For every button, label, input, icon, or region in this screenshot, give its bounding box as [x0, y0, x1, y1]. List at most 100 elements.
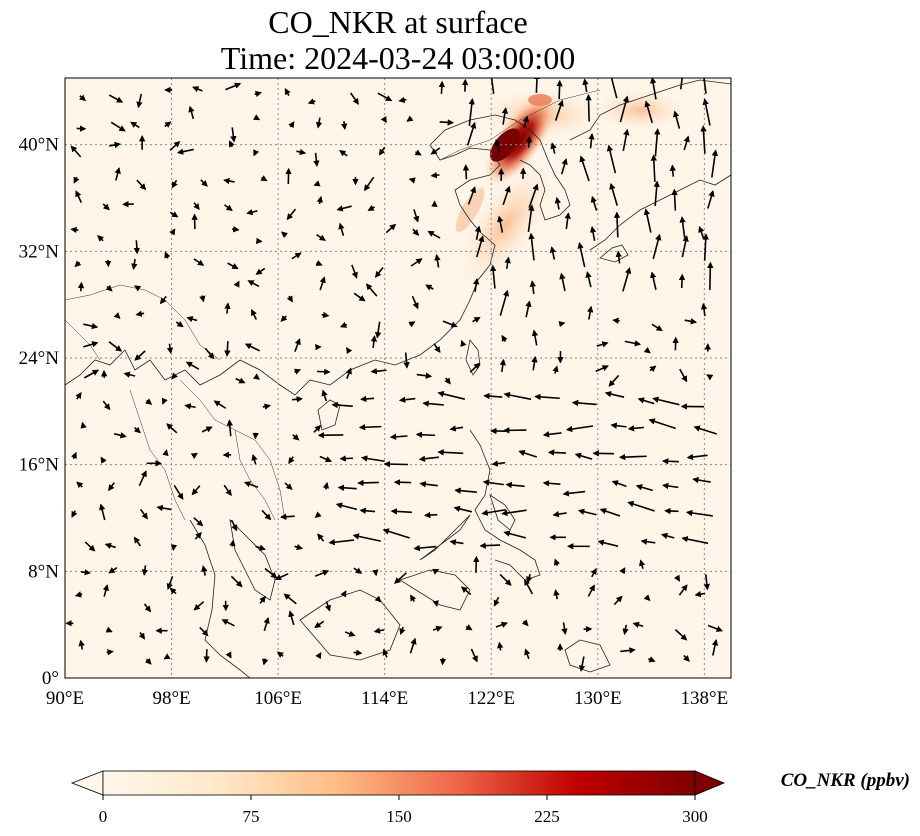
wind-arrow — [599, 508, 621, 517]
wind-arrow — [556, 79, 563, 100]
wind-arrow — [462, 164, 470, 180]
wind-arrow — [351, 264, 358, 279]
wind-arrow — [260, 175, 268, 182]
wind-arrow — [70, 451, 77, 460]
wind-arrow — [651, 323, 663, 332]
wind-arrow — [169, 587, 177, 595]
wind-arrow — [504, 256, 511, 269]
lat-tick-label: 16°N — [19, 455, 60, 476]
lon-tick-label: 90°E — [46, 688, 84, 709]
wind-arrow — [134, 285, 142, 292]
wind-arrow — [482, 479, 504, 486]
wind-arrow — [108, 341, 123, 352]
wind-arrow — [542, 480, 561, 487]
colorbar-tick-label: 75 — [243, 807, 260, 826]
wind-arrow — [525, 135, 533, 148]
wind-arrow — [473, 277, 480, 292]
wind-arrow — [357, 479, 379, 487]
wind-arrow — [707, 624, 723, 632]
wind-arrow — [495, 621, 508, 628]
wind-arrow — [528, 183, 539, 208]
wind-arrow — [133, 240, 141, 255]
wind-arrow — [390, 508, 412, 515]
wind-arrow — [193, 601, 205, 611]
wind-arrow — [139, 508, 148, 520]
wind-arrow — [264, 567, 278, 579]
wind-arrow — [164, 121, 172, 128]
wind-arrow — [692, 476, 711, 484]
colorbar-tick-label: 225 — [534, 807, 560, 826]
wind-arrow — [673, 110, 681, 129]
wind-arrow — [353, 292, 366, 302]
wind-arrow — [425, 284, 434, 291]
wind-arrow — [499, 573, 512, 586]
wind-arrow — [315, 260, 323, 266]
wind-arrow — [711, 149, 719, 178]
wind-arrow — [678, 78, 686, 90]
latitude-labels: 0° 8°N 16°N 24°N 32°N 40°N — [19, 135, 60, 689]
wind-arrow — [288, 610, 295, 626]
wind-arrow — [360, 455, 385, 463]
wind-arrow — [284, 87, 291, 96]
wind-arrow — [186, 316, 198, 323]
wind-arrow — [578, 656, 586, 672]
wind-arrow — [331, 401, 353, 409]
wind-arrow — [604, 391, 625, 398]
wind-arrow — [409, 637, 417, 654]
wind-arrow — [84, 541, 96, 552]
colorbar-label: CO_NKR (ppbv) — [780, 770, 910, 791]
lon-tick-label: 130°E — [574, 688, 622, 709]
wind-arrow — [225, 82, 242, 91]
wind-arrow — [582, 78, 589, 92]
lon-tick-label: 122°E — [467, 688, 515, 709]
wind-arrow — [335, 502, 358, 511]
wind-arrow — [411, 295, 419, 310]
wind-arrow — [108, 566, 118, 574]
colorbar-body — [102, 770, 696, 796]
wind-arrow — [262, 403, 271, 410]
wind-arrow — [533, 78, 541, 93]
wind-arrow — [166, 423, 178, 434]
wind-arrow — [706, 374, 714, 381]
wind-arrow — [339, 321, 348, 328]
wind-arrow — [553, 558, 560, 566]
wind-arrow — [344, 630, 356, 637]
wind-arrow — [577, 508, 597, 516]
wind-arrow — [497, 641, 504, 651]
wind-arrow — [649, 365, 657, 373]
wind-arrow — [162, 449, 169, 457]
wind-arrow — [286, 295, 293, 303]
wind-arrow — [134, 350, 146, 361]
wind-arrow — [188, 105, 195, 120]
wind-arrow — [230, 127, 237, 143]
wind-arrow — [408, 177, 416, 184]
wind-arrow — [77, 281, 85, 292]
wind-arrow — [346, 346, 353, 355]
wind-arrow — [292, 433, 300, 441]
wind-arrow — [547, 449, 567, 456]
wind-arrow — [296, 148, 307, 156]
wind-arrow — [199, 295, 206, 303]
wind-arrow — [524, 648, 531, 660]
wind-arrow — [660, 532, 675, 540]
wind-arrow — [650, 154, 658, 183]
wind-arrow — [221, 619, 235, 627]
wind-arrow — [102, 203, 110, 211]
wind-arrow — [286, 208, 297, 221]
wind-arrow — [389, 433, 408, 441]
wind-arrow — [542, 431, 562, 438]
wind-arrow — [410, 594, 417, 602]
wind-arrow — [433, 343, 441, 354]
lat-tick-label: 40°N — [19, 135, 60, 156]
wind-arrow — [80, 421, 87, 429]
wind-arrow — [224, 302, 231, 314]
wind-arrow — [562, 490, 586, 497]
wind-arrow — [627, 425, 644, 432]
colorbar-extend-max — [694, 770, 726, 796]
wind-arrow — [317, 533, 325, 542]
wind-arrow — [611, 480, 627, 488]
wind-arrow — [622, 624, 629, 636]
wind-arrow — [648, 418, 676, 430]
wind-arrow — [166, 576, 174, 591]
wind-arrow — [130, 121, 140, 129]
